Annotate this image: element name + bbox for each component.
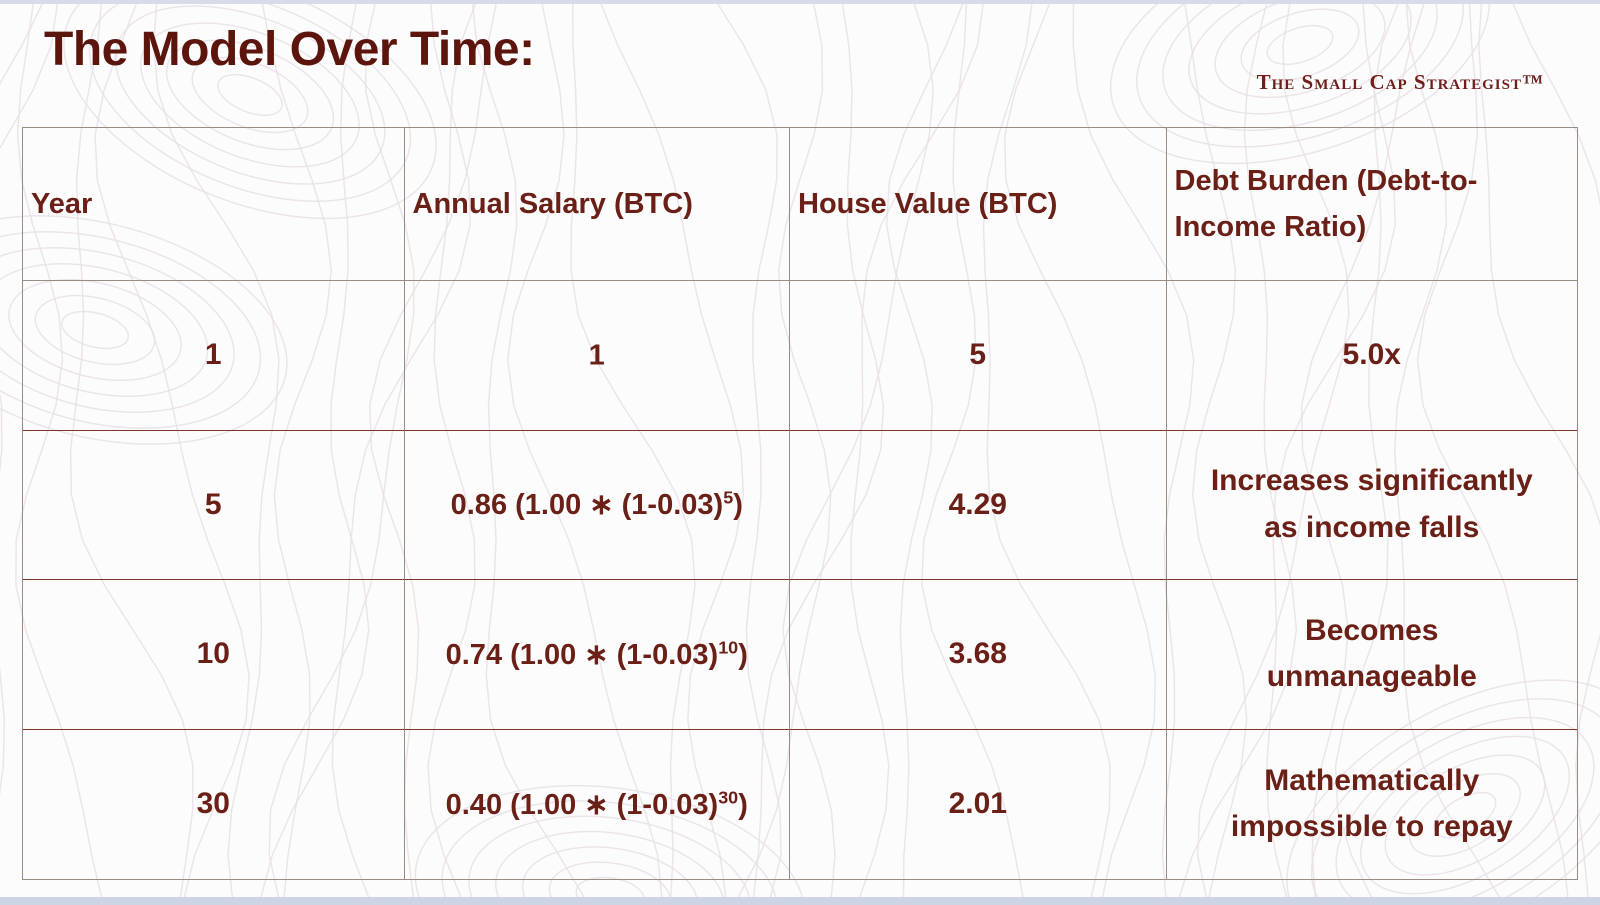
cell-debt-burden: Increases significantly as income falls bbox=[1166, 431, 1577, 580]
cell-year: 5 bbox=[23, 430, 405, 580]
salary-exponent: 30 bbox=[718, 787, 739, 808]
salary-exponent: 5 bbox=[723, 487, 734, 508]
col-header-year: Year bbox=[23, 128, 405, 281]
col-header-debt-burden: Debt Burden (Debt-to-Income Ratio) bbox=[1166, 128, 1577, 281]
debt-burden-text: Becomes unmanageable bbox=[1266, 613, 1477, 694]
brand-logo: The Small Cap Strategist™ bbox=[1256, 70, 1544, 94]
cell-house-value: 2.01 bbox=[790, 729, 1167, 879]
cell-debt-burden: 5.0x bbox=[1166, 281, 1577, 431]
cell-year: 10 bbox=[23, 580, 405, 730]
cell-year: 30 bbox=[23, 729, 405, 879]
cell-year: 1 bbox=[23, 281, 405, 431]
cell-house-value: 4.29 bbox=[790, 430, 1167, 580]
col-header-house-value: House Value (BTC) bbox=[790, 128, 1167, 281]
salary-formula: 0.40 (1.00 ∗ (1-0.03)30) bbox=[445, 787, 748, 821]
col-header-annual-salary: Annual Salary (BTC) bbox=[404, 128, 790, 281]
salary-exponent: 10 bbox=[718, 637, 739, 658]
debt-burden-text: Increases significantly as income falls bbox=[1210, 464, 1533, 544]
page-title: The Model Over Time: bbox=[44, 23, 535, 76]
salary-formula: 0.74 (1.00 ∗ (1-0.03)10) bbox=[445, 637, 748, 671]
cell-house-value: 5 bbox=[790, 281, 1167, 431]
cell-debt-burden: Becomes unmanageable bbox=[1166, 580, 1577, 730]
top-edge-strip bbox=[0, 0, 1600, 4]
cell-house-value: 3.68 bbox=[790, 580, 1167, 730]
cell-annual-salary: 0.86 (1.00 ∗ (1-0.03)5) bbox=[404, 430, 790, 580]
salary-formula: 1 bbox=[588, 339, 605, 372]
cell-annual-salary: 0.40 (1.00 ∗ (1-0.03)30) bbox=[405, 729, 790, 879]
model-table: Year Annual Salary (BTC) House Value (BT… bbox=[22, 127, 1578, 880]
debt-burden-text: Mathematically impossible to repay bbox=[1230, 763, 1513, 844]
cell-annual-salary: 0.74 (1.00 ∗ (1-0.03)10) bbox=[404, 580, 790, 730]
cell-debt-burden: Mathematically impossible to repay bbox=[1167, 730, 1577, 880]
debt-burden-text: 5.0x bbox=[1342, 338, 1401, 371]
cell-annual-salary: 1 bbox=[404, 281, 790, 431]
bottom-edge-strip bbox=[0, 897, 1600, 905]
salary-formula: 0.86 (1.00 ∗ (1-0.03)5) bbox=[450, 487, 743, 522]
